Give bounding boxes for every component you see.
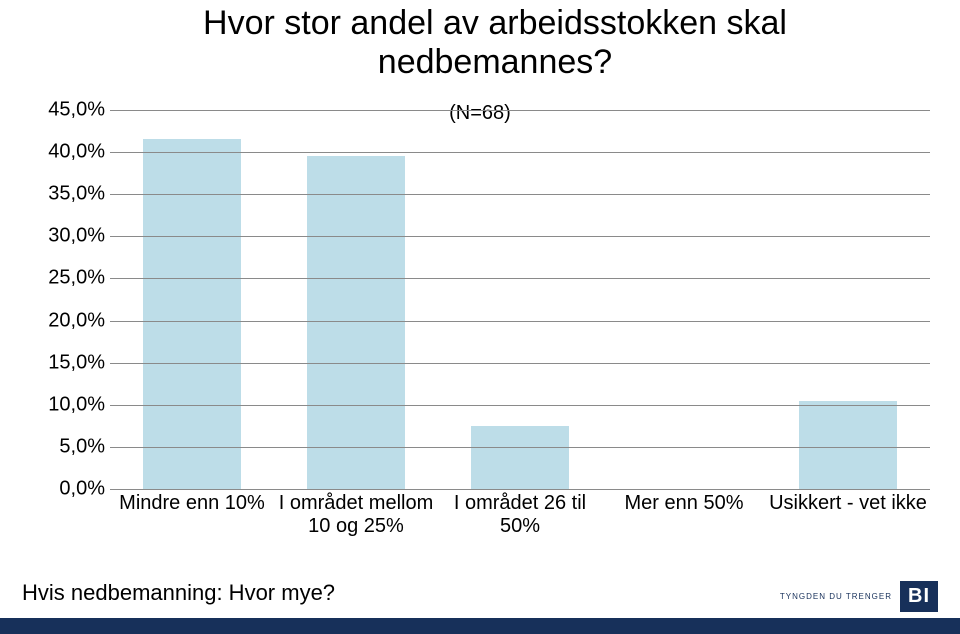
slide: Hvor stor andel av arbeidsstokken skal n…	[0, 0, 960, 634]
y-tick-label: 45,0%	[30, 99, 105, 122]
bars-container	[110, 110, 930, 489]
footer-question: Hvis nedbemanning: Hvor mye?	[22, 580, 335, 606]
gridline	[110, 194, 930, 195]
x-tick-label: Usikkert - vet ikke	[766, 492, 930, 515]
chart-title: Hvor stor andel av arbeidsstokken skal n…	[110, 4, 880, 82]
x-tick-label: I området mellom 10 og 25%	[274, 492, 438, 538]
y-tick-label: 35,0%	[30, 183, 105, 206]
bar	[143, 139, 241, 489]
plot: 0,0%5,0%10,0%15,0%20,0%25,0%30,0%35,0%40…	[110, 110, 930, 490]
y-tick-label: 15,0%	[30, 351, 105, 374]
brand-logo: TYNGDEN DU TRENGER BI	[780, 581, 938, 612]
y-tick-label: 30,0%	[30, 225, 105, 248]
gridline	[110, 405, 930, 406]
y-tick-label: 10,0%	[30, 393, 105, 416]
x-tick-label: I området 26 til 50%	[438, 492, 602, 538]
gridline	[110, 152, 930, 153]
y-tick-label: 5,0%	[30, 435, 105, 458]
gridline	[110, 321, 930, 322]
y-tick-label: 20,0%	[30, 309, 105, 332]
bar	[799, 401, 897, 489]
x-axis-labels: Mindre enn 10%I området mellom 10 og 25%…	[110, 490, 930, 530]
footer-bar	[0, 618, 960, 634]
bar	[307, 156, 405, 489]
gridline	[110, 236, 930, 237]
bar	[471, 426, 569, 489]
gridline	[110, 447, 930, 448]
gridline	[110, 110, 930, 111]
y-tick-label: 40,0%	[30, 141, 105, 164]
x-tick-label: Mindre enn 10%	[110, 492, 274, 515]
brand-tagline: TYNGDEN DU TRENGER	[780, 592, 892, 601]
y-tick-label: 25,0%	[30, 267, 105, 290]
gridline	[110, 363, 930, 364]
y-tick-label: 0,0%	[30, 478, 105, 501]
gridline	[110, 278, 930, 279]
x-tick-label: Mer enn 50%	[602, 492, 766, 515]
chart-area: (N=68) 0,0%5,0%10,0%15,0%20,0%25,0%30,0%…	[30, 110, 930, 530]
brand-logo-box: BI	[900, 581, 938, 612]
